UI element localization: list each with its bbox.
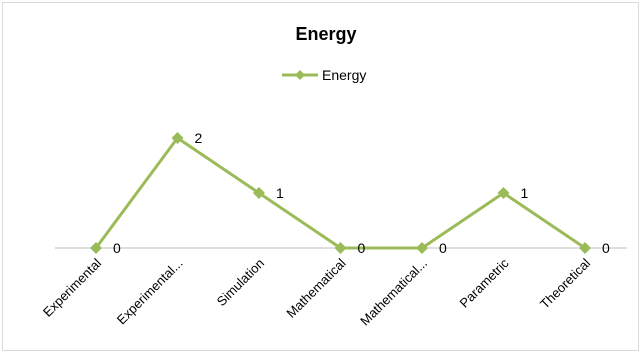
data-label: 0 — [358, 240, 366, 256]
legend: Energy — [282, 67, 366, 83]
x-tick-label: Experimental — [40, 255, 104, 319]
x-tick-label: Simulation — [214, 256, 268, 310]
data-point — [90, 242, 102, 254]
data-point — [334, 242, 347, 254]
data-label: 1 — [521, 185, 529, 201]
x-tick-label: Theoretical — [537, 255, 593, 311]
data-label: 1 — [276, 185, 284, 201]
chart-title: Energy — [295, 24, 356, 44]
x-tick-label: Mathematical... — [357, 256, 430, 329]
data-label: 0 — [113, 240, 121, 256]
x-tick-label: Experimental... — [114, 256, 186, 328]
x-tick-label: Parametric — [457, 255, 512, 310]
plot-layer: 0 2 1 0 0 1 0 Experimental Experimental... Simula… — [40, 130, 610, 328]
data-point — [497, 187, 510, 199]
chart-frame — [2, 2, 639, 351]
x-tick-label: Mathematical — [283, 255, 348, 320]
data-point — [171, 132, 184, 144]
data-label: 0 — [439, 240, 447, 256]
data-point — [253, 187, 265, 199]
data-label: 2 — [195, 130, 203, 146]
data-label: 0 — [602, 240, 610, 256]
data-point — [416, 242, 428, 254]
legend-label: Energy — [322, 67, 366, 83]
data-point — [579, 242, 591, 254]
series-line-energy — [94, 136, 586, 250]
legend-marker — [295, 70, 305, 80]
